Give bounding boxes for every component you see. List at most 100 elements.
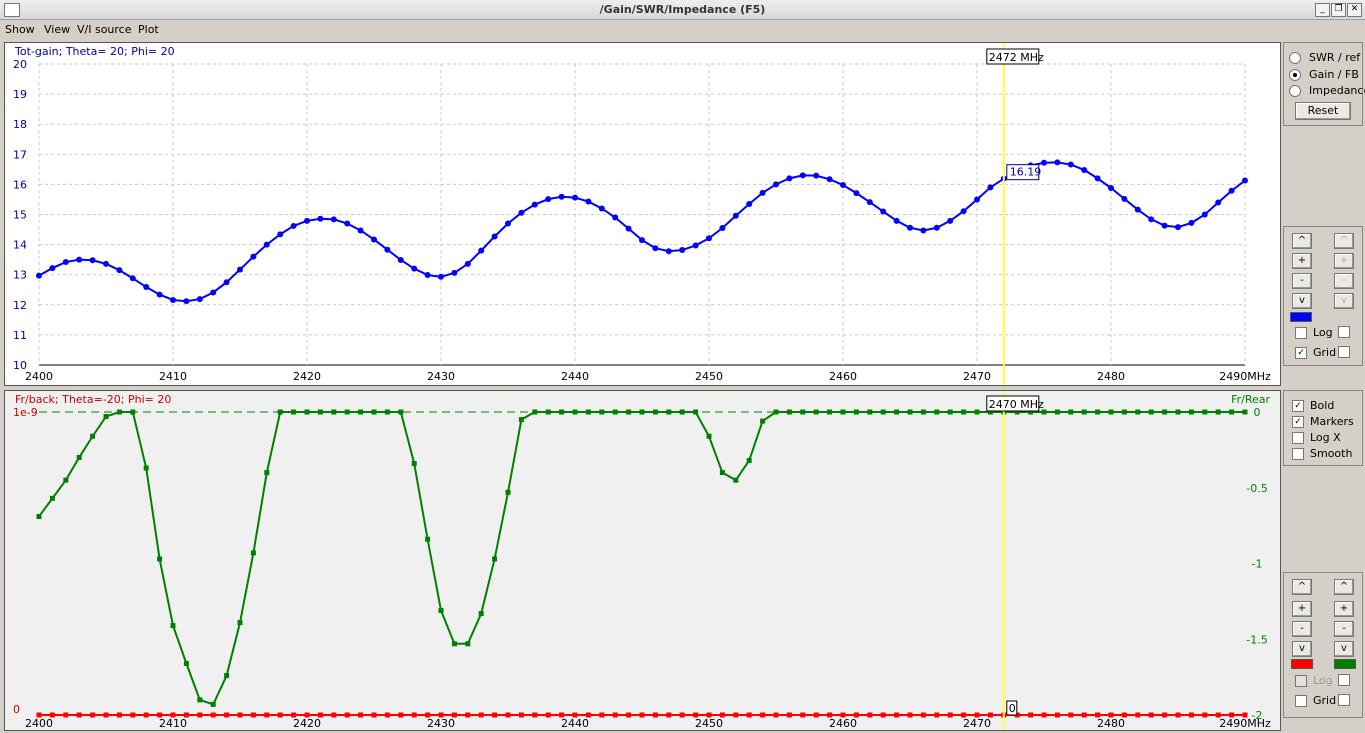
- fr-rear-data-point: [612, 409, 618, 415]
- gain-grid-checkbox[interactable]: ✓ Grid: [1295, 346, 1336, 359]
- gain-log-checkbox[interactable]: Log: [1295, 326, 1333, 339]
- bold-checkbox[interactable]: ✓ Bold: [1292, 399, 1334, 412]
- fr-back-data-point: [1081, 712, 1087, 718]
- gain-log-label: Log: [1313, 326, 1333, 339]
- fb-scale-down-button[interactable]: v: [1292, 641, 1312, 657]
- radio-impedance[interactable]: Impedance: [1289, 84, 1365, 97]
- gain-scale-minus-button[interactable]: -: [1292, 273, 1312, 289]
- fr-back-data-point: [465, 712, 471, 718]
- fr-rear-scale-minus-button[interactable]: -: [1334, 621, 1354, 637]
- bold-box[interactable]: ✓: [1292, 399, 1304, 412]
- radio-gain-fb-dot[interactable]: [1289, 68, 1301, 81]
- app-icon: [4, 3, 20, 17]
- smooth-box[interactable]: [1292, 447, 1304, 460]
- fb-scale-plus-button[interactable]: +: [1292, 601, 1312, 617]
- y-tick-label: 12: [13, 299, 27, 312]
- fr-rear-grid-checkbox[interactable]: [1338, 694, 1356, 706]
- gain-data-point: [156, 291, 163, 298]
- fb-grid-checkbox[interactable]: Grid: [1295, 694, 1336, 707]
- fb-log-label: Log: [1313, 674, 1333, 687]
- fr-rear-color-swatch[interactable]: [1334, 659, 1356, 669]
- fb-log-box[interactable]: [1295, 674, 1307, 687]
- right-log-checkbox[interactable]: [1338, 326, 1356, 338]
- right-scale-plus-button[interactable]: +: [1334, 253, 1354, 269]
- markers-box[interactable]: ✓: [1292, 415, 1304, 428]
- fr-rear-data-point: [103, 414, 109, 420]
- right-grid-checkbox[interactable]: [1338, 346, 1356, 358]
- logx-checkbox[interactable]: Log X: [1292, 431, 1341, 444]
- gain-grid-box[interactable]: ✓: [1295, 346, 1307, 359]
- minimize-icon[interactable]: _: [1315, 3, 1330, 17]
- fr-rear-scale-up-button[interactable]: ^: [1334, 579, 1354, 595]
- fr-back-data-point: [451, 712, 457, 718]
- logx-label: Log X: [1310, 431, 1341, 444]
- gain-color-swatch[interactable]: [1290, 312, 1312, 322]
- gain-data-point: [920, 227, 927, 234]
- gain-plot-area[interactable]: 20 19 18 17 16 15 14 13 12 11 10 2400 2410 2420 2430 2…: [4, 42, 1281, 386]
- reset-button[interactable]: Reset: [1295, 102, 1351, 120]
- fr-rear-data-point: [331, 409, 337, 415]
- right-scale-up-button[interactable]: ^: [1334, 233, 1354, 249]
- menu-plot[interactable]: Plot: [138, 23, 159, 36]
- markers-checkbox[interactable]: ✓ Markers: [1292, 415, 1354, 428]
- y-tick-label: 17: [13, 148, 27, 161]
- fr-rear-data-point: [585, 409, 591, 415]
- fr-back-data-point: [103, 712, 109, 718]
- smooth-checkbox[interactable]: Smooth: [1292, 447, 1352, 460]
- fr-rear-grid-box[interactable]: [1338, 694, 1350, 706]
- fr-back-data-point: [907, 712, 913, 718]
- gain-data-point: [143, 284, 150, 291]
- gain-data-point: [290, 222, 297, 229]
- fr-back-data-point: [90, 712, 96, 718]
- fr-back-data-point: [545, 712, 551, 718]
- fr-rear-data-point: [961, 409, 967, 415]
- fr-back-data-point: [920, 712, 926, 718]
- fr-rear-data-point: [800, 409, 806, 415]
- gain-data-point: [1041, 159, 1047, 166]
- menu-show[interactable]: Show: [5, 23, 35, 36]
- menu-vi-source[interactable]: V/I source: [77, 23, 132, 36]
- radio-impedance-dot[interactable]: [1289, 84, 1301, 97]
- fb-color-swatch[interactable]: [1291, 659, 1313, 669]
- fr-rear-data-point: [76, 454, 82, 460]
- radio-swr-label: SWR / ref: [1309, 51, 1361, 64]
- right-scale-minus-button[interactable]: -: [1334, 273, 1354, 289]
- fr-rear-data-point: [1121, 409, 1127, 415]
- logx-box[interactable]: [1292, 431, 1304, 444]
- right-grid-box[interactable]: [1338, 346, 1350, 358]
- fb-grid-box[interactable]: [1295, 694, 1307, 707]
- radio-swr[interactable]: SWR / ref: [1289, 51, 1360, 64]
- fr-rear-data-point: [666, 409, 672, 415]
- cursor-value-label: 0: [1009, 702, 1016, 715]
- gain-scale-down-button[interactable]: v: [1292, 293, 1312, 309]
- restore-icon[interactable]: ❐: [1331, 3, 1346, 17]
- menu-view[interactable]: View: [44, 23, 71, 36]
- y-tick-label: 16: [13, 178, 27, 191]
- fr-rear-data-point: [438, 607, 444, 613]
- fb-scale-up-button[interactable]: ^: [1292, 579, 1312, 595]
- gain-log-box[interactable]: [1295, 326, 1307, 339]
- right-scale-down-button[interactable]: v: [1334, 293, 1354, 309]
- fr-back-data-point: [210, 712, 216, 718]
- radio-swr-dot[interactable]: [1289, 51, 1301, 64]
- radio-gain-fb[interactable]: Gain / FB: [1289, 68, 1359, 81]
- fr-rear-scale-plus-button[interactable]: +: [1334, 601, 1354, 617]
- fb-scale-minus-button[interactable]: -: [1292, 621, 1312, 637]
- gain-scale-plus-button[interactable]: +: [1292, 253, 1312, 269]
- right-y-tick-label: -2: [1252, 709, 1263, 722]
- fr-rear-log-box[interactable]: [1338, 674, 1350, 686]
- close-icon[interactable]: ✕: [1347, 3, 1362, 17]
- fr-rear-log-checkbox[interactable]: [1338, 674, 1356, 686]
- fr-rear-data-point: [358, 409, 364, 415]
- right-log-box[interactable]: [1338, 326, 1350, 338]
- fr-rear-data-point: [639, 409, 645, 415]
- gain-data-point: [558, 193, 565, 200]
- gain-data-point: [545, 196, 552, 203]
- x-tick-label: 2480: [1097, 717, 1125, 730]
- fr-rear-scale-down-button[interactable]: v: [1334, 641, 1354, 657]
- fb-plot-area[interactable]: 1e-9 0 0 -0.5 -1 -1.5 -2 2400 2410 2420 2430 2440 2…: [4, 390, 1281, 731]
- gain-scale-up-button[interactable]: ^: [1292, 233, 1312, 249]
- fb-log-checkbox[interactable]: Log: [1295, 674, 1333, 687]
- fr-rear-data-point: [532, 409, 538, 415]
- gain-data-point: [612, 214, 619, 221]
